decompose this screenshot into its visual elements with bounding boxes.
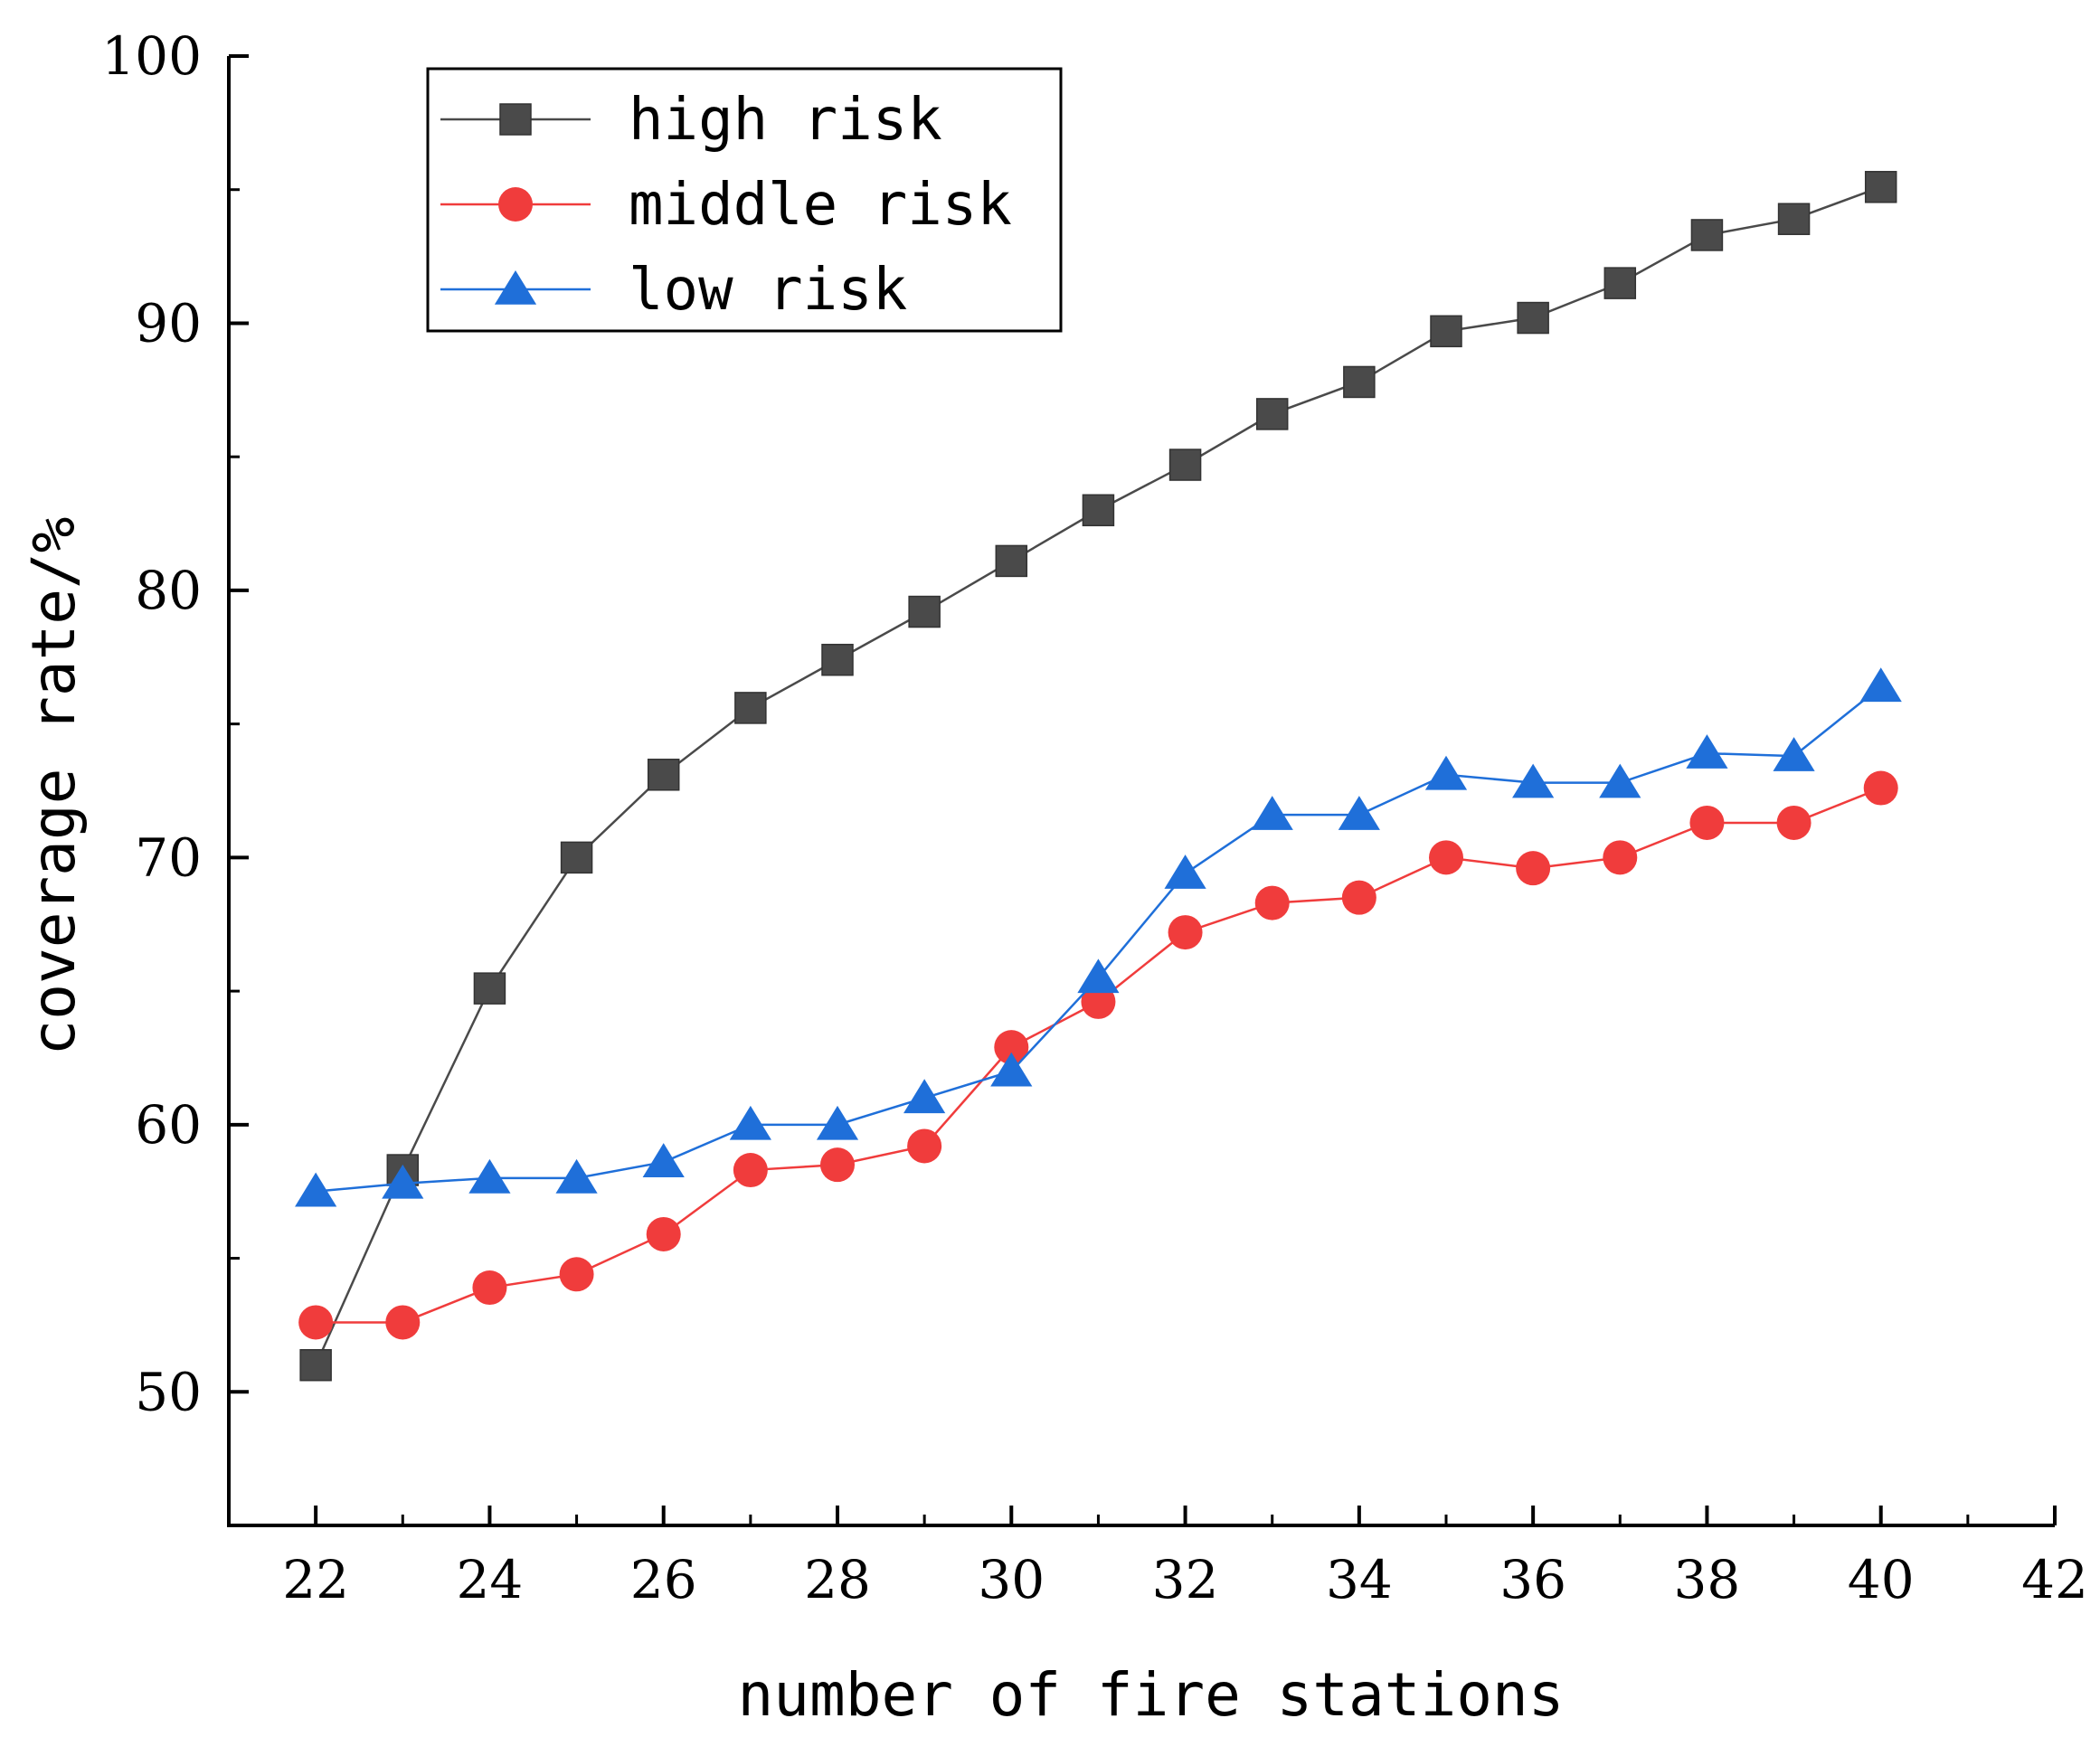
x-tick-label: 42 (2021, 1549, 2088, 1610)
y-tick-label: 60 (135, 1094, 202, 1156)
data-point-low-risk (468, 1158, 511, 1194)
series-line-high-risk (315, 185, 1882, 1366)
x-axis-title: number of fire stations (738, 1660, 1565, 1730)
data-point-middle-risk (385, 1305, 421, 1340)
data-point-high-risk (1864, 171, 1897, 203)
y-tick-label: 50 (135, 1361, 202, 1422)
legend-marker-high-risk (499, 103, 532, 136)
data-point-low-risk (1164, 854, 1206, 889)
data-point-low-risk (816, 1105, 859, 1140)
data-point-low-risk (642, 1143, 685, 1177)
axes (227, 56, 2055, 1527)
data-point-high-risk (995, 544, 1028, 578)
data-point-middle-risk (1689, 805, 1725, 840)
x-tick-label: 30 (978, 1549, 1045, 1610)
legend-item-low-risk: low risk (440, 257, 907, 324)
series-high-risk (299, 171, 1897, 1382)
x-tick-label: 26 (630, 1549, 697, 1610)
data-point-middle-risk (820, 1147, 855, 1183)
legend-item-high-risk: high risk (440, 87, 942, 154)
legend: high risk middle risk low risk (426, 67, 1063, 333)
y-tick-label: 80 (135, 560, 202, 621)
data-point-high-risk (473, 972, 506, 1005)
data-point-low-risk (295, 1172, 337, 1207)
data-point-low-risk (382, 1164, 424, 1199)
series-line-middle-risk (316, 787, 1882, 1324)
data-point-high-risk (647, 759, 680, 791)
data-point-low-risk (1077, 958, 1120, 994)
series-low-risk (295, 667, 1902, 1207)
data-point-low-risk (1338, 796, 1380, 830)
data-point-middle-risk (907, 1128, 942, 1164)
x-tick-label: 38 (1674, 1549, 1741, 1610)
data-point-middle-risk (1516, 851, 1551, 886)
legend-marker-low-risk (494, 270, 537, 305)
legend-item-middle-risk: middle risk (440, 172, 1012, 239)
data-point-middle-risk (1603, 840, 1638, 875)
data-point-low-risk (1773, 737, 1815, 771)
data-point-low-risk (729, 1105, 771, 1140)
x-tick-label: 36 (1499, 1549, 1566, 1610)
data-point-middle-risk (1776, 805, 1811, 840)
x-tick-label: 32 (1152, 1549, 1219, 1610)
data-point-middle-risk (733, 1153, 768, 1188)
data-point-high-risk (299, 1348, 332, 1382)
data-point-middle-risk (1341, 880, 1376, 915)
data-point-low-risk (1424, 755, 1468, 790)
data-point-high-risk (1690, 219, 1724, 251)
legend-marker-middle-risk (498, 187, 533, 222)
data-point-low-risk (1859, 667, 1902, 703)
series-middle-risk (298, 770, 1898, 1340)
data-point-middle-risk (298, 1305, 334, 1340)
data-point-high-risk (821, 643, 854, 676)
legend-label: low risk (629, 257, 907, 324)
tick-group: 22 24 26 28 30 32 34 36 38 40 42 50 60 70 80 90 100 (101, 25, 2088, 1610)
data-point-middle-risk (1081, 984, 1116, 1019)
data-point-high-risk (1082, 494, 1115, 527)
data-point-high-risk (1255, 398, 1289, 430)
data-point-low-risk (1512, 763, 1555, 798)
legend-label: high risk (629, 87, 942, 154)
data-point-high-risk (734, 692, 767, 724)
y-tick-label: 90 (135, 292, 202, 354)
data-point-high-risk (1430, 315, 1462, 348)
x-tick-label: 22 (282, 1549, 349, 1610)
data-point-high-risk (1517, 301, 1549, 335)
data-point-high-risk (1777, 203, 1811, 235)
x-tick-label: 28 (804, 1549, 871, 1610)
data-point-low-risk (1686, 734, 1728, 769)
data-point-high-risk (1168, 448, 1202, 481)
x-tick-label: 34 (1326, 1549, 1393, 1610)
x-tick-label: 24 (457, 1549, 524, 1610)
data-point-middle-risk (1429, 840, 1463, 875)
data-point-middle-risk (559, 1257, 594, 1292)
data-point-middle-risk (1168, 915, 1203, 950)
data-point-high-risk (560, 841, 593, 874)
data-point-middle-risk (994, 1030, 1029, 1065)
y-tick-label: 70 (135, 826, 202, 888)
y-tick-label: 100 (101, 25, 202, 87)
data-point-middle-risk (1254, 885, 1290, 920)
data-point-high-risk (1343, 365, 1376, 399)
data-point-middle-risk (472, 1270, 507, 1306)
data-point-high-risk (908, 595, 941, 628)
data-point-low-risk (903, 1079, 946, 1114)
data-point-low-risk (1251, 796, 1293, 830)
series-line-low-risk (316, 685, 1882, 1193)
data-point-low-risk (555, 1158, 598, 1194)
data-point-low-risk (990, 1052, 1033, 1087)
y-axis-title: coverage rate/% (19, 516, 89, 1055)
data-point-middle-risk (1863, 770, 1898, 806)
data-point-high-risk (1603, 267, 1637, 299)
x-tick-label: 40 (1848, 1549, 1915, 1610)
data-point-low-risk (1599, 763, 1641, 798)
plot-area (295, 171, 1902, 1382)
legend-box (426, 67, 1063, 333)
legend-label: middle risk (629, 172, 1012, 239)
data-point-middle-risk (646, 1216, 681, 1251)
